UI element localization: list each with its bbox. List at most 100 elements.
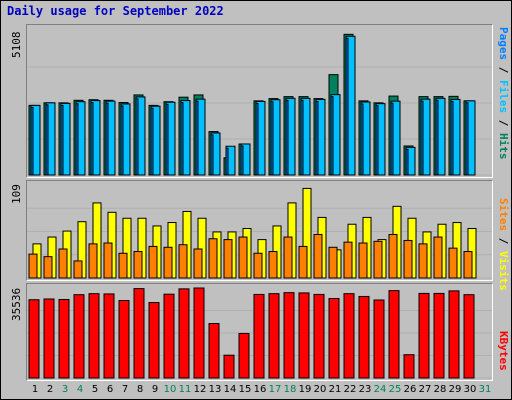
bar-sites-day-20 — [313, 233, 323, 279]
x-tick-label-day-8: 8 — [136, 384, 144, 395]
bar-kbytes-day-10 — [163, 293, 175, 379]
x-tick-label-day-29: 29 — [448, 384, 462, 395]
bar-sites-day-3 — [58, 248, 68, 279]
visits-bar-plot — [27, 187, 492, 279]
bar-kbytes-day-23 — [358, 295, 370, 379]
bar-sites-day-15 — [238, 236, 248, 279]
legend-visits: Sites / Visits — [497, 198, 510, 291]
bar-kbytes-day-11 — [178, 288, 190, 379]
bar-kbytes-day-5 — [88, 293, 100, 379]
bar-pages-day-6 — [105, 102, 109, 176]
bar-sites-day-5 — [88, 243, 98, 279]
bar-sites-day-24 — [373, 240, 383, 279]
kbytes-bar-plot — [27, 287, 492, 379]
bar-sites-day-17 — [268, 251, 278, 279]
bar-pages-day-3 — [60, 104, 64, 176]
hits-panel — [26, 24, 493, 178]
x-tick-label-day-2: 2 — [46, 384, 54, 395]
legend-part: Hits — [497, 133, 510, 160]
bar-sites-day-22 — [343, 241, 353, 279]
bar-kbytes-day-27 — [418, 292, 430, 379]
bar-kbytes-day-28 — [433, 292, 445, 379]
bar-pages-day-30 — [465, 102, 469, 176]
x-tick-label-day-1: 1 — [31, 384, 39, 395]
bar-sites-day-23 — [358, 242, 368, 279]
bar-pages-day-21 — [330, 96, 334, 176]
bar-sites-day-13 — [208, 238, 218, 279]
x-tick-label-day-11: 11 — [178, 384, 192, 395]
x-tick-label-day-4: 4 — [76, 384, 84, 395]
bar-pages-day-17 — [270, 101, 274, 176]
bar-pages-day-4 — [75, 103, 79, 176]
bar-pages-day-9 — [150, 107, 154, 176]
visits-panel — [26, 180, 493, 281]
x-tick-label-day-16: 16 — [253, 384, 267, 395]
bar-sites-day-27 — [418, 243, 428, 279]
bar-pages-day-26 — [405, 148, 409, 176]
x-tick-label-day-6: 6 — [106, 384, 114, 395]
bar-pages-day-27 — [420, 100, 424, 176]
bar-pages-day-14 — [225, 147, 229, 176]
bar-pages-day-29 — [450, 100, 454, 176]
x-tick-label-day-22: 22 — [343, 384, 357, 395]
bar-kbytes-day-17 — [268, 293, 280, 379]
legend-part: / — [497, 113, 510, 133]
legend-hits: Pages / Files / Hits — [497, 27, 510, 160]
bar-pages-day-18 — [285, 99, 289, 176]
x-tick-label-day-21: 21 — [328, 384, 342, 395]
bar-pages-day-1 — [30, 106, 34, 176]
bar-kbytes-day-7 — [118, 300, 130, 379]
bar-pages-day-8 — [135, 98, 139, 176]
x-tick-label-day-13: 13 — [208, 384, 222, 395]
bar-kbytes-day-25 — [388, 290, 400, 379]
legend-part: / — [497, 231, 510, 251]
bar-kbytes-day-8 — [133, 288, 145, 379]
hits-bar-plot — [27, 33, 492, 176]
bar-kbytes-day-20 — [313, 293, 325, 379]
bar-kbytes-day-21 — [328, 297, 340, 379]
bar-pages-day-24 — [375, 105, 379, 176]
x-tick-label-day-19: 19 — [298, 384, 312, 395]
bar-pages-day-5 — [90, 102, 94, 176]
bar-sites-day-4 — [73, 260, 83, 279]
x-axis-day-labels: 1 2 3 4 5 6 7 8 9 10 11 12 13 14 15 16 17 18 19 20 21 22 23 24 2… — [1, 384, 511, 398]
bar-sites-day-1 — [28, 253, 38, 279]
legend-kbytes: KBytes — [497, 331, 510, 371]
x-tick-label-day-30: 30 — [463, 384, 477, 395]
bar-kbytes-day-14 — [223, 354, 235, 379]
bar-pages-day-13 — [210, 134, 214, 176]
x-tick-label-day-12: 12 — [193, 384, 207, 395]
x-tick-label-day-20: 20 — [313, 384, 327, 395]
x-tick-label-day-14: 14 — [223, 384, 237, 395]
bar-pages-day-19 — [300, 99, 304, 176]
x-tick-label-day-26: 26 — [403, 384, 417, 395]
bar-kbytes-day-9 — [148, 302, 160, 379]
bar-kbytes-day-2 — [43, 298, 55, 379]
x-tick-label-day-28: 28 — [433, 384, 447, 395]
bar-kbytes-day-19 — [298, 292, 310, 379]
bar-sites-day-30 — [463, 251, 473, 279]
bar-sites-day-9 — [148, 245, 158, 279]
x-tick-label-day-25: 25 — [388, 384, 402, 395]
x-tick-label-day-24: 24 — [373, 384, 387, 395]
bar-sites-day-12 — [193, 248, 203, 279]
x-tick-label-day-7: 7 — [121, 384, 129, 395]
bar-kbytes-day-1 — [28, 299, 40, 379]
bar-pages-day-2 — [45, 104, 49, 176]
chart-title: Daily usage for September 2022 — [7, 4, 224, 18]
legend-part: Sites — [497, 198, 510, 232]
x-tick-label-day-31: 31 — [478, 384, 492, 395]
bar-sites-day-11 — [178, 244, 188, 279]
bar-sites-day-16 — [253, 252, 263, 279]
legend-part: Visits — [497, 251, 510, 291]
bar-sites-day-29 — [448, 247, 458, 279]
legend-part: / — [497, 60, 510, 80]
bar-pages-day-28 — [435, 99, 439, 176]
x-tick-label-day-3: 3 — [61, 384, 69, 395]
bar-kbytes-day-13 — [208, 323, 220, 379]
x-tick-label-day-5: 5 — [91, 384, 99, 395]
bar-kbytes-day-30 — [463, 294, 475, 379]
bar-pages-day-20 — [315, 100, 319, 176]
y-max-label-hits: 5108 — [10, 31, 23, 59]
